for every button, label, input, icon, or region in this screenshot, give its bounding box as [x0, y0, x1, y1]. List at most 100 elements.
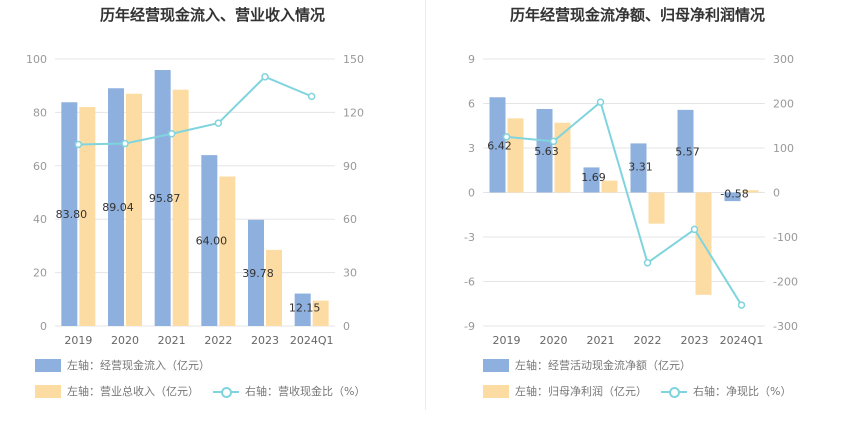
right-axis-tick: 0: [343, 320, 350, 333]
legend-row-1: 左轴：经营现金流入（亿元）: [35, 357, 224, 373]
right-axis-tick: 120: [343, 106, 364, 119]
legend-item-revenue[interactable]: 左轴：营业总收入（亿元）: [35, 383, 199, 399]
left-axis-tick: 80: [33, 106, 47, 119]
legend-swatch-blue: [35, 358, 61, 372]
legend-row-2: 左轴：归母净利润（亿元） 右轴：净现比（%）: [483, 383, 805, 399]
data-label: 1.69: [581, 171, 606, 184]
legend-item-revenue-cash-ratio[interactable]: 右轴：营收现金比（%）: [213, 383, 365, 399]
legend-swatch-orange: [35, 384, 61, 398]
bar-primary: [677, 109, 694, 193]
left-axis-tick: 40: [33, 213, 47, 226]
left-axis-tick: 60: [33, 160, 47, 173]
data-label: -0.58: [720, 188, 748, 201]
ratio-point: [167, 130, 176, 138]
left-axis-tick: 0: [40, 320, 47, 333]
bar-primary: [724, 192, 741, 202]
bar-secondary: [507, 118, 524, 193]
x-axis-tick: 2020: [111, 334, 139, 347]
chart-panel-cash-inflow: 历年经营现金流入、营业收入情况 0 20 40 60 80 100 0 30 60 90 120 15…: [26, 6, 365, 399]
bar-secondary: [601, 180, 618, 193]
right-axis-tick: 60: [343, 213, 357, 226]
x-axis-tick: 2022: [204, 334, 232, 347]
x-axis-tick: 2019: [64, 334, 92, 347]
ratio-point: [74, 140, 83, 149]
left-axis-tick: 20: [33, 267, 47, 280]
x-axis-tick: 2023: [681, 334, 709, 347]
legend-label: 左轴：经营现金流入（亿元）: [67, 359, 210, 372]
ratio-line: [78, 75, 313, 146]
legend-item-net-cash-ratio[interactable]: 右轴：净现比（%）: [661, 383, 791, 399]
chart-panel-net-cash: 历年经营现金流净额、归母净利润情况 -9 -6 -3 0 3 6 9 -300 -200 -100…: [425, 0, 850, 437]
right-axis-tick: 200: [773, 98, 794, 111]
bar-secondary: [172, 89, 189, 326]
right-axis-tick: -200: [773, 276, 798, 289]
data-label: 64.00: [196, 235, 228, 248]
ratio-point: [261, 73, 269, 81]
bar-primary: [108, 88, 124, 326]
data-label: 5.57: [675, 145, 700, 158]
left-axis-tick: 6: [468, 98, 475, 111]
right-axis-tick: 150: [343, 53, 364, 66]
bar-primary: [294, 293, 311, 326]
legend-label: 左轴：营业总收入（亿元）: [67, 385, 199, 398]
right-axis-tick: 90: [343, 160, 357, 173]
bar-secondary: [742, 190, 759, 193]
x-axis-tick: 2024Q1: [720, 334, 764, 347]
bar-primary: [630, 143, 647, 193]
legend-label: 左轴：经营活动现金流净额（亿元）: [515, 359, 691, 372]
legend-swatch-line-icon: [213, 385, 239, 398]
right-axis-tick: -100: [773, 231, 798, 244]
bar-primary: [248, 219, 264, 326]
legend-label: 右轴：营收现金比（%）: [245, 385, 366, 398]
left-axis-tick: -6: [464, 276, 475, 289]
legend-item-net-profit[interactable]: 左轴：归母净利润（亿元）: [483, 383, 647, 399]
right-axis-tick: 100: [773, 142, 794, 155]
x-axis-tick: 2021: [587, 334, 615, 347]
legend-item-cash-inflow[interactable]: 左轴：经营现金流入（亿元）: [35, 357, 210, 373]
left-axis-tick: 100: [26, 53, 47, 66]
legend-row-1: 左轴：经营活动现金流净额（亿元）: [483, 357, 705, 373]
left-axis-tick: 0: [468, 187, 475, 200]
bar-secondary: [219, 176, 236, 326]
bar-primary: [489, 97, 506, 193]
left-axis-tick: -9: [464, 320, 475, 333]
panel-divider: [425, 0, 426, 410]
chart-title: 历年经营现金流净额、归母净利润情况: [509, 6, 765, 24]
ratio-point: [596, 98, 605, 106]
left-axis-tick: 9: [468, 53, 475, 66]
data-label: 5.63: [534, 145, 559, 158]
bar-primary: [536, 108, 553, 193]
left-axis-tick: 3: [468, 142, 475, 155]
legend-swatch-line-icon: [661, 385, 687, 398]
ratio-point: [690, 225, 699, 234]
right-axis-tick: 0: [773, 187, 780, 200]
x-axis-tick: 2019: [493, 334, 521, 347]
bar-primary: [201, 155, 218, 326]
data-label: 89.04: [102, 201, 134, 214]
data-label: 3.31: [628, 160, 653, 173]
ratio-point: [549, 137, 558, 146]
chart-plot-net-cash: -9 -6 -3 0 3 6 9 -300 -200 -100 0 100 200 300 2019 2020…: [464, 53, 798, 347]
ratio-point: [214, 119, 223, 127]
data-label: 95.87: [149, 192, 181, 205]
legend-label: 右轴：净现比（%）: [693, 385, 792, 398]
bar-primary: [583, 167, 600, 193]
bar-secondary: [266, 249, 282, 326]
data-label: 12.15: [289, 302, 321, 315]
data-label: 6.42: [487, 140, 512, 153]
chart-title: 历年经营现金流入、营业收入情况: [99, 6, 325, 24]
x-axis-tick: 2023: [251, 334, 279, 347]
ratio-point: [643, 259, 652, 267]
data-label: 39.78: [242, 267, 274, 280]
ratio-line: [506, 100, 743, 306]
ratio-point: [737, 301, 746, 309]
bar-secondary: [648, 192, 665, 224]
ratio-point: [307, 92, 316, 101]
x-axis-tick: 2022: [634, 334, 662, 347]
legend-item-net-cash[interactable]: 左轴：经营活动现金流净额（亿元）: [483, 357, 691, 373]
x-axis-tick: 2020: [540, 334, 568, 347]
x-axis-tick: 2021: [158, 334, 186, 347]
bar-secondary: [79, 107, 96, 326]
ratio-point: [502, 133, 511, 141]
ratio-point: [121, 139, 129, 148]
